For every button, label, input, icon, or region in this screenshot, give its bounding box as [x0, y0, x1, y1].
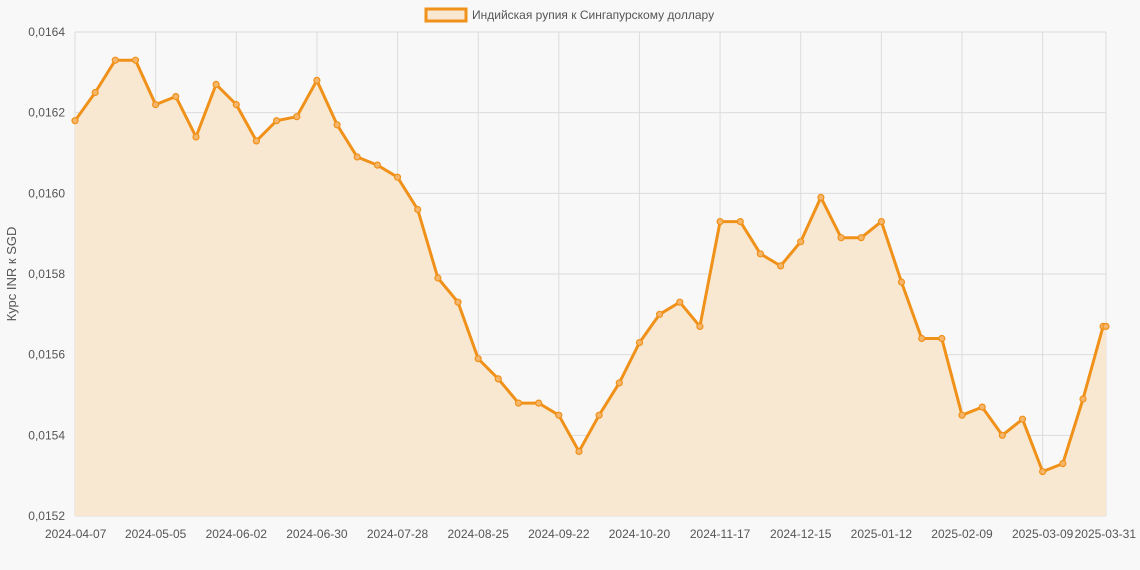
data-point[interactable] — [797, 238, 805, 246]
data-point[interactable] — [958, 411, 966, 419]
legend-swatch[interactable] — [424, 7, 468, 23]
x-tick-label: 2025-03-31 — [1075, 527, 1137, 541]
series-area — [75, 60, 1106, 516]
data-point[interactable] — [434, 274, 442, 282]
data-point[interactable] — [1038, 468, 1047, 476]
data-point[interactable] — [877, 218, 886, 226]
data-point[interactable] — [575, 447, 583, 456]
data-point[interactable] — [252, 137, 260, 145]
data-point[interactable] — [71, 117, 79, 125]
data-point[interactable] — [91, 88, 99, 97]
x-tick-label: 2024-08-25 — [447, 527, 509, 541]
data-point[interactable] — [635, 339, 644, 347]
data-point[interactable] — [998, 431, 1006, 439]
data-point[interactable] — [273, 117, 281, 125]
data-point[interactable] — [776, 262, 785, 270]
data-point[interactable] — [1102, 322, 1110, 330]
y-tick-label: 0,0160 — [28, 186, 65, 200]
y-tick-label: 0,0164 — [28, 25, 65, 39]
x-tick-label: 2025-01-12 — [851, 527, 913, 541]
x-tick-label: 2024-05-05 — [125, 527, 187, 541]
data-point[interactable] — [172, 92, 180, 101]
data-point[interactable] — [655, 310, 664, 318]
x-tick-label: 2024-11-17 — [690, 527, 751, 541]
y-tick-label: 0,0158 — [28, 267, 65, 281]
data-point[interactable] — [353, 153, 361, 161]
data-point[interactable] — [474, 355, 482, 363]
y-axis-ticks: 0,0152 0,0154 0,0156 0,0158 0,0160 0,0162 0,01… — [28, 25, 65, 523]
data-point[interactable] — [131, 56, 140, 64]
data-point[interactable] — [1018, 415, 1027, 423]
x-tick-label: 2024-12-15 — [770, 527, 832, 541]
data-point[interactable] — [293, 113, 301, 121]
data-point[interactable] — [111, 56, 119, 64]
x-tick-label: 2024-06-30 — [286, 527, 348, 541]
data-point[interactable] — [514, 399, 523, 407]
data-point[interactable] — [494, 375, 502, 383]
data-point[interactable] — [897, 278, 906, 286]
data-point[interactable] — [333, 121, 341, 129]
data-point[interactable] — [716, 218, 724, 226]
x-tick-label: 2024-09-22 — [528, 527, 590, 541]
area-layer — [75, 60, 1106, 516]
data-point[interactable] — [212, 80, 220, 89]
data-point[interactable] — [454, 298, 462, 306]
x-tick-label: 2024-04-07 — [45, 527, 107, 541]
y-tick-label: 0,0156 — [28, 348, 65, 362]
data-point[interactable] — [595, 411, 603, 419]
data-point[interactable] — [938, 334, 946, 343]
y-tick-label: 0,0162 — [28, 106, 65, 120]
data-point[interactable] — [615, 379, 623, 387]
data-point[interactable] — [857, 234, 865, 242]
legend-label[interactable]: Индийская рупия к Сингапурскому доллару — [472, 8, 714, 22]
data-point[interactable] — [978, 403, 986, 411]
data-point[interactable] — [918, 334, 926, 343]
x-tick-label: 2024-06-02 — [206, 527, 268, 541]
x-tick-label: 2025-02-09 — [931, 527, 993, 541]
legend[interactable]: Индийская рупия к Сингапурскому доллару — [424, 7, 714, 23]
data-point[interactable] — [736, 218, 744, 226]
data-point[interactable] — [1059, 460, 1067, 468]
data-point[interactable] — [696, 322, 704, 330]
data-point[interactable] — [535, 399, 543, 407]
data-point[interactable] — [676, 298, 684, 306]
data-point[interactable] — [837, 234, 845, 242]
data-point[interactable] — [393, 173, 402, 181]
data-point[interactable] — [192, 133, 200, 141]
y-tick-label: 0,0154 — [28, 428, 65, 442]
data-point[interactable] — [373, 161, 381, 169]
data-point[interactable] — [555, 411, 563, 419]
x-axis-ticks: 2024-04-07 2024-05-05 2024-06-02 2024-06-30… — [45, 527, 1136, 541]
data-point[interactable] — [232, 100, 240, 109]
y-axis-title: Курс INR к SGD — [4, 227, 19, 322]
x-tick-label: 2025-03-09 — [1012, 527, 1074, 541]
x-tick-label: 2024-07-28 — [367, 527, 429, 541]
y-tick-label: 0,0152 — [28, 509, 65, 523]
data-point[interactable] — [313, 76, 321, 85]
data-point[interactable] — [1079, 395, 1087, 403]
data-points — [71, 56, 1110, 476]
data-point[interactable] — [756, 250, 765, 258]
x-tick-label: 2024-10-20 — [609, 527, 671, 541]
data-point[interactable] — [414, 205, 422, 214]
data-point[interactable] — [817, 193, 825, 201]
data-point[interactable] — [152, 100, 160, 109]
